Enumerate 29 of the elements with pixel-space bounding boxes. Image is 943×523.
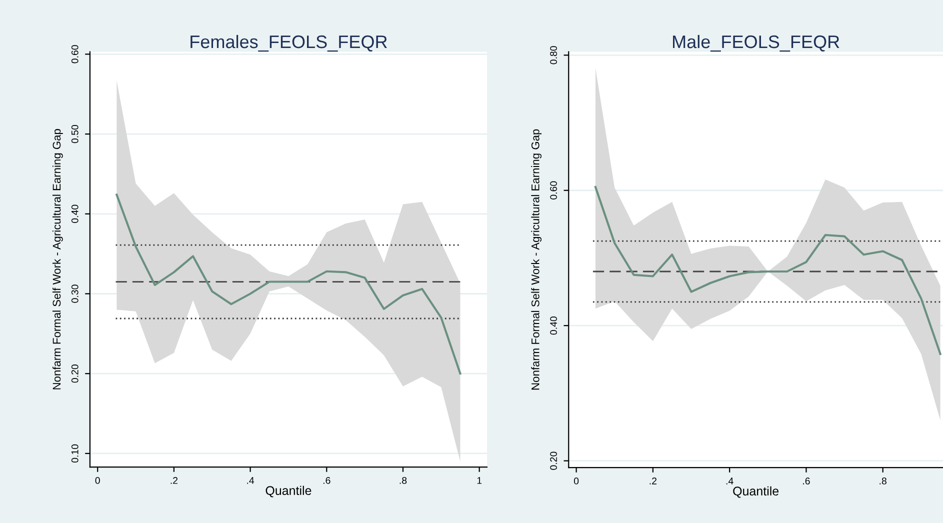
y-tick-label: 0.10	[71, 444, 78, 463]
x-tick-label: 1	[477, 477, 482, 484]
x-tick-label: .6	[803, 478, 810, 484]
y-tick-label: 0.20	[550, 452, 557, 470]
line-series	[116, 194, 462, 375]
x-tick-label: .2	[170, 477, 178, 484]
y-tick-label: 0.20	[71, 364, 78, 383]
y-tick-label: 0.60	[550, 181, 557, 200]
y-tick-label: 0.50	[71, 124, 78, 144]
x-tick-label: .4	[247, 477, 254, 484]
x-tick-label: .8	[880, 478, 886, 484]
x-tick-label: .6	[323, 477, 330, 484]
x-tick-label: 0	[574, 478, 579, 484]
y-tick-label: 0.30	[71, 284, 78, 303]
x-tick-label: .4	[726, 478, 734, 484]
x-tick-label: .2	[650, 478, 656, 484]
x-axis-title: Quantile	[733, 486, 779, 498]
y-tick-label: 0.60	[71, 45, 78, 64]
y-tick-label: 0.40	[71, 204, 78, 223]
chart-title: Females_FEOLS_FEQR	[190, 34, 387, 52]
x-tick-label: 0	[95, 477, 100, 484]
y-axis-title: Nonfarm Formal Self Work - Agricultural Earning Gap	[531, 129, 542, 390]
line-series	[594, 186, 942, 356]
x-axis-title: Quantile	[266, 486, 312, 498]
y-tick-label: 0.80	[550, 46, 557, 64]
chart-title: Male_FEOLS_FEQR	[673, 34, 840, 52]
x-tick-label: .8	[400, 477, 407, 484]
y-tick-label: 0.40	[550, 316, 557, 335]
y-axis-title: Nonfarm Formal Self Work - Agricultural Earning Gap	[52, 129, 63, 390]
